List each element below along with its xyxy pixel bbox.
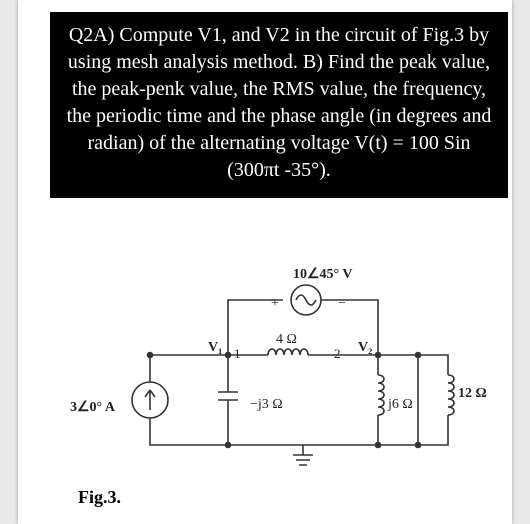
r-mid-label: −j3 Ω: [250, 397, 283, 413]
mesh2-label: 2: [334, 346, 341, 362]
circuit-svg: [78, 270, 488, 480]
r-j6-label: j6 Ω: [388, 397, 413, 413]
minus-sign: −: [338, 296, 346, 312]
question-text: Q2A) Compute V1, and V2 in the circuit o…: [50, 12, 508, 198]
current-source-label: 3∠0° A: [70, 399, 115, 416]
r-12-label: 12 Ω: [458, 386, 487, 402]
plus-sign: +: [271, 296, 279, 312]
figure-caption: Fig.3.: [78, 487, 121, 508]
v2-label: V₂: [358, 340, 372, 356]
r-top-label: 4 Ω: [276, 332, 297, 348]
mesh1-label: 1: [234, 346, 241, 362]
voltage-source-label: 10∠45° V: [293, 266, 353, 283]
page: Q2A) Compute V1, and V2 in the circuit o…: [18, 0, 512, 524]
v1-label: V₁: [208, 340, 222, 356]
circuit-figure: 10∠45° V + − 3∠0° A V₁ V₂ 1 2 4 Ω −j3 Ω …: [78, 270, 488, 480]
